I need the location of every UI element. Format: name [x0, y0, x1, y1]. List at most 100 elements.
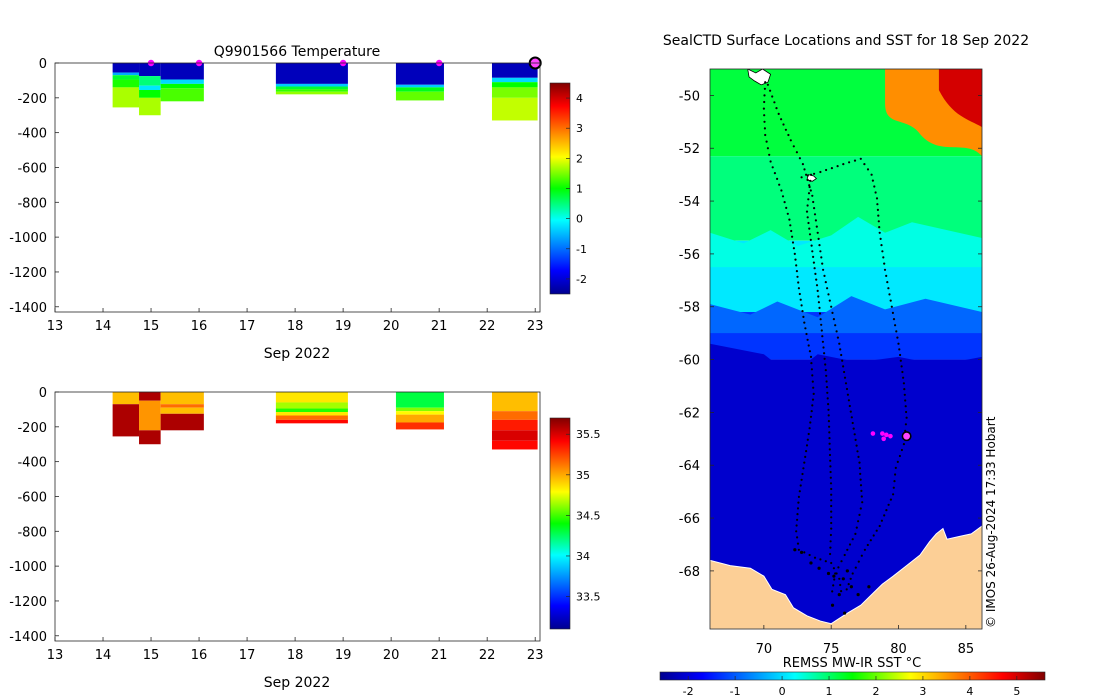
track-point	[821, 262, 824, 265]
track-point	[813, 556, 817, 559]
track-point	[791, 241, 795, 244]
salinity-profile-2	[139, 392, 161, 445]
salinity-layer	[491, 392, 538, 412]
x-tick-label: 23	[527, 648, 544, 663]
track-point	[848, 543, 852, 546]
track-point	[811, 380, 814, 383]
map-y-tick-label: -62	[679, 406, 700, 421]
track-point	[877, 214, 880, 217]
map-y-tick-label: -64	[679, 459, 700, 474]
salinity-profile-3	[160, 392, 204, 431]
x-tick-label: 21	[431, 648, 448, 663]
salinity-layer	[395, 407, 444, 412]
track-point	[830, 499, 833, 502]
track-point	[860, 554, 863, 557]
track-point	[795, 530, 798, 533]
track-point	[840, 353, 843, 357]
salinity-layer	[491, 411, 538, 420]
salinity-layer	[139, 430, 161, 445]
track-point	[796, 536, 799, 539]
x-tick-label: 17	[239, 319, 256, 334]
track-point	[796, 513, 799, 516]
coastal-track-cluster	[793, 548, 871, 615]
track-point	[826, 287, 829, 290]
track-point	[887, 287, 890, 290]
salinity-profile-6	[491, 392, 538, 450]
track-point	[803, 168, 806, 171]
track-point	[828, 425, 831, 428]
track-point	[829, 552, 832, 556]
track-point	[866, 168, 870, 171]
track-point	[859, 507, 862, 510]
track-point	[806, 204, 809, 207]
y-tick-label: -800	[17, 525, 47, 540]
track-point	[855, 526, 858, 529]
track-point	[816, 289, 819, 292]
track-point	[878, 231, 881, 234]
track-point	[857, 455, 860, 458]
sst-colorbar-tick-label: 5	[1013, 685, 1020, 698]
track-point	[810, 410, 813, 413]
map-y-tick-label: -68	[679, 565, 700, 580]
temperature-layer	[139, 85, 161, 90]
y-tick-label: -1400	[9, 301, 47, 316]
track-point	[849, 410, 852, 413]
track-point	[837, 566, 840, 569]
track-point	[798, 292, 801, 296]
salinity-layer	[395, 411, 444, 415]
track-point	[811, 374, 814, 377]
x-tick-label: 19	[335, 319, 352, 334]
track-point	[858, 467, 862, 470]
temperature-layer	[491, 77, 538, 83]
track-point	[811, 194, 814, 197]
track-point	[807, 192, 811, 195]
track-point	[762, 107, 766, 110]
track-point	[811, 250, 814, 253]
track-point	[898, 454, 902, 458]
track-point	[889, 498, 893, 501]
track-point	[828, 299, 831, 302]
track-point	[872, 534, 875, 537]
temperature-layer	[395, 84, 444, 88]
track-point	[861, 501, 864, 504]
temperature-layer	[275, 89, 348, 92]
track-point	[847, 399, 851, 402]
track-point	[800, 478, 803, 481]
track-point	[819, 318, 822, 321]
track-point	[827, 293, 830, 296]
colorbar-tick-label: 4	[576, 92, 583, 105]
colorbar-tick-label: 35	[576, 469, 590, 482]
y-tick-label: 0	[39, 57, 47, 72]
track-point	[797, 281, 800, 284]
track-point	[831, 590, 834, 593]
track-point	[796, 518, 799, 521]
track-point	[817, 301, 821, 304]
track-point	[894, 466, 897, 469]
track-point	[834, 572, 837, 575]
track-point	[854, 532, 857, 536]
track-point	[841, 359, 844, 362]
track-point	[778, 183, 781, 186]
track-point	[808, 185, 811, 189]
temperature-layer	[139, 63, 161, 77]
track-point	[873, 185, 876, 188]
sst-map-panel: SealCTD Surface Locations and SST for 18…	[659, 33, 1046, 698]
track-point	[828, 437, 831, 440]
track-point	[780, 189, 783, 192]
temperature-layer	[491, 82, 538, 88]
colorbar-tick-label: 33.5	[576, 591, 601, 604]
track-point	[799, 484, 802, 487]
salinity-layer	[275, 415, 348, 420]
sst-map-y-ticks: -50 -52 -54 -56 -58 -60 -62 -64 -66 -68	[679, 89, 982, 580]
track-point	[857, 520, 860, 523]
current-position-marker	[901, 431, 912, 442]
temperature-axes-box	[54, 62, 541, 313]
track-point	[763, 114, 766, 117]
track-point	[795, 264, 798, 267]
track-point	[902, 376, 905, 379]
track-point	[899, 359, 902, 362]
temperature-layer	[112, 75, 140, 80]
track-point	[810, 368, 814, 371]
track-point	[843, 611, 847, 615]
